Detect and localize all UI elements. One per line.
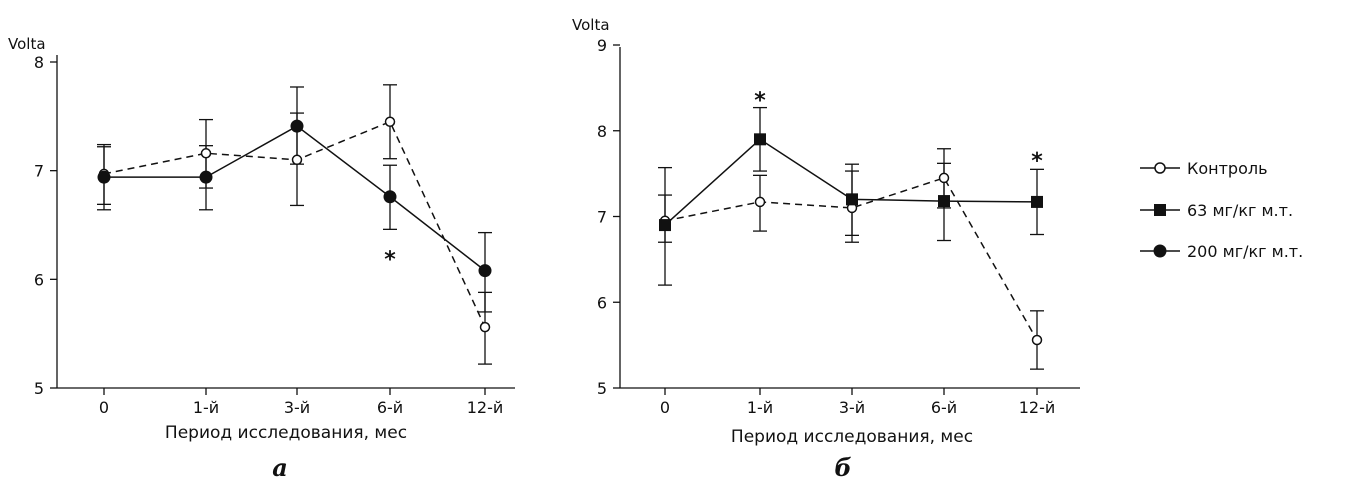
data-point xyxy=(291,154,303,166)
data-point xyxy=(659,219,671,232)
data-point xyxy=(199,170,213,184)
data-point xyxy=(938,172,950,184)
x-tick-label: 12-й xyxy=(1019,398,1056,417)
marker-group xyxy=(659,133,1043,346)
tick-group: 5 6 7 8 0 1-й 3-й 6-й 12-й xyxy=(34,53,503,417)
x-tick-label: 1-й xyxy=(193,398,219,417)
chart-panel-b: Volta Период исследования, мес б 5 6 7 8 9 0 1… xyxy=(572,16,1080,482)
series-line-group xyxy=(664,138,1038,341)
x-axis-title: Период исследования, мес xyxy=(165,423,407,443)
data-point xyxy=(290,119,304,133)
filled-circle-icon xyxy=(1153,244,1167,258)
x-tick-label: 0 xyxy=(660,398,670,417)
x-tick-label: 6-й xyxy=(377,398,403,417)
x-tick-label: 12-й xyxy=(467,398,504,417)
panel-letter: б xyxy=(834,453,851,482)
y-axis-title: Volta xyxy=(8,35,46,53)
y-axis-title: Volta xyxy=(572,16,610,34)
open-circle-icon xyxy=(1154,162,1166,174)
legend-label: 200 мг/кг м.т. xyxy=(1187,242,1303,261)
x-tick-label: 0 xyxy=(99,398,109,417)
y-tick-label: 8 xyxy=(597,122,607,141)
chart-panel-a: Volta Период исследования, мес а 5 6 7 8 0 1-… xyxy=(8,35,515,482)
x-tick-label: 1-й xyxy=(747,398,773,417)
series-line xyxy=(104,125,486,272)
data-point xyxy=(1031,195,1043,208)
significance-marker: * xyxy=(754,89,766,114)
y-tick-label: 6 xyxy=(34,270,44,289)
x-axis-title: Период исследования, мес xyxy=(731,427,973,447)
data-point xyxy=(478,264,492,278)
filled-square-icon xyxy=(1154,204,1166,216)
data-point xyxy=(479,321,491,333)
data-point xyxy=(1031,334,1043,346)
x-tick-label: 3-й xyxy=(284,398,310,417)
series-line xyxy=(103,120,486,328)
data-point xyxy=(846,193,858,206)
legend-item-200: 200 мг/кг м.т. xyxy=(1140,242,1303,261)
annotation-group: * xyxy=(384,247,396,272)
data-point xyxy=(754,133,766,146)
marker-group xyxy=(97,116,492,333)
y-tick-label: 5 xyxy=(34,379,44,398)
series-line xyxy=(664,177,1038,341)
panel-letter: а xyxy=(272,453,288,482)
data-point xyxy=(97,170,111,184)
x-tick-label: 6-й xyxy=(931,398,957,417)
legend-label: Контроль xyxy=(1187,159,1268,178)
series-line-group xyxy=(103,120,486,328)
data-point xyxy=(754,196,766,208)
legend: Контроль 63 мг/кг м.т. 200 мг/кг м.т. xyxy=(1140,159,1303,261)
data-point xyxy=(384,116,396,128)
legend-item-63: 63 мг/кг м.т. xyxy=(1140,201,1293,220)
data-point xyxy=(938,195,950,208)
significance-marker: * xyxy=(1031,149,1043,174)
data-point xyxy=(383,190,397,204)
y-tick-label: 5 xyxy=(597,379,607,398)
error-bar-group xyxy=(658,106,1044,370)
y-tick-label: 8 xyxy=(34,53,44,72)
tick-group: 5 6 7 8 9 0 1-й 3-й 6-й 12-й xyxy=(597,36,1055,417)
y-tick-label: 9 xyxy=(597,36,607,55)
y-tick-label: 7 xyxy=(597,208,607,227)
x-tick-label: 3-й xyxy=(839,398,865,417)
legend-label: 63 мг/кг м.т. xyxy=(1187,201,1293,220)
annotation-group: ** xyxy=(754,89,1043,174)
y-tick-label: 7 xyxy=(34,162,44,181)
data-point xyxy=(200,148,212,159)
y-tick-label: 6 xyxy=(597,293,607,312)
legend-item-control: Контроль xyxy=(1140,159,1268,178)
significance-marker: * xyxy=(384,247,396,272)
